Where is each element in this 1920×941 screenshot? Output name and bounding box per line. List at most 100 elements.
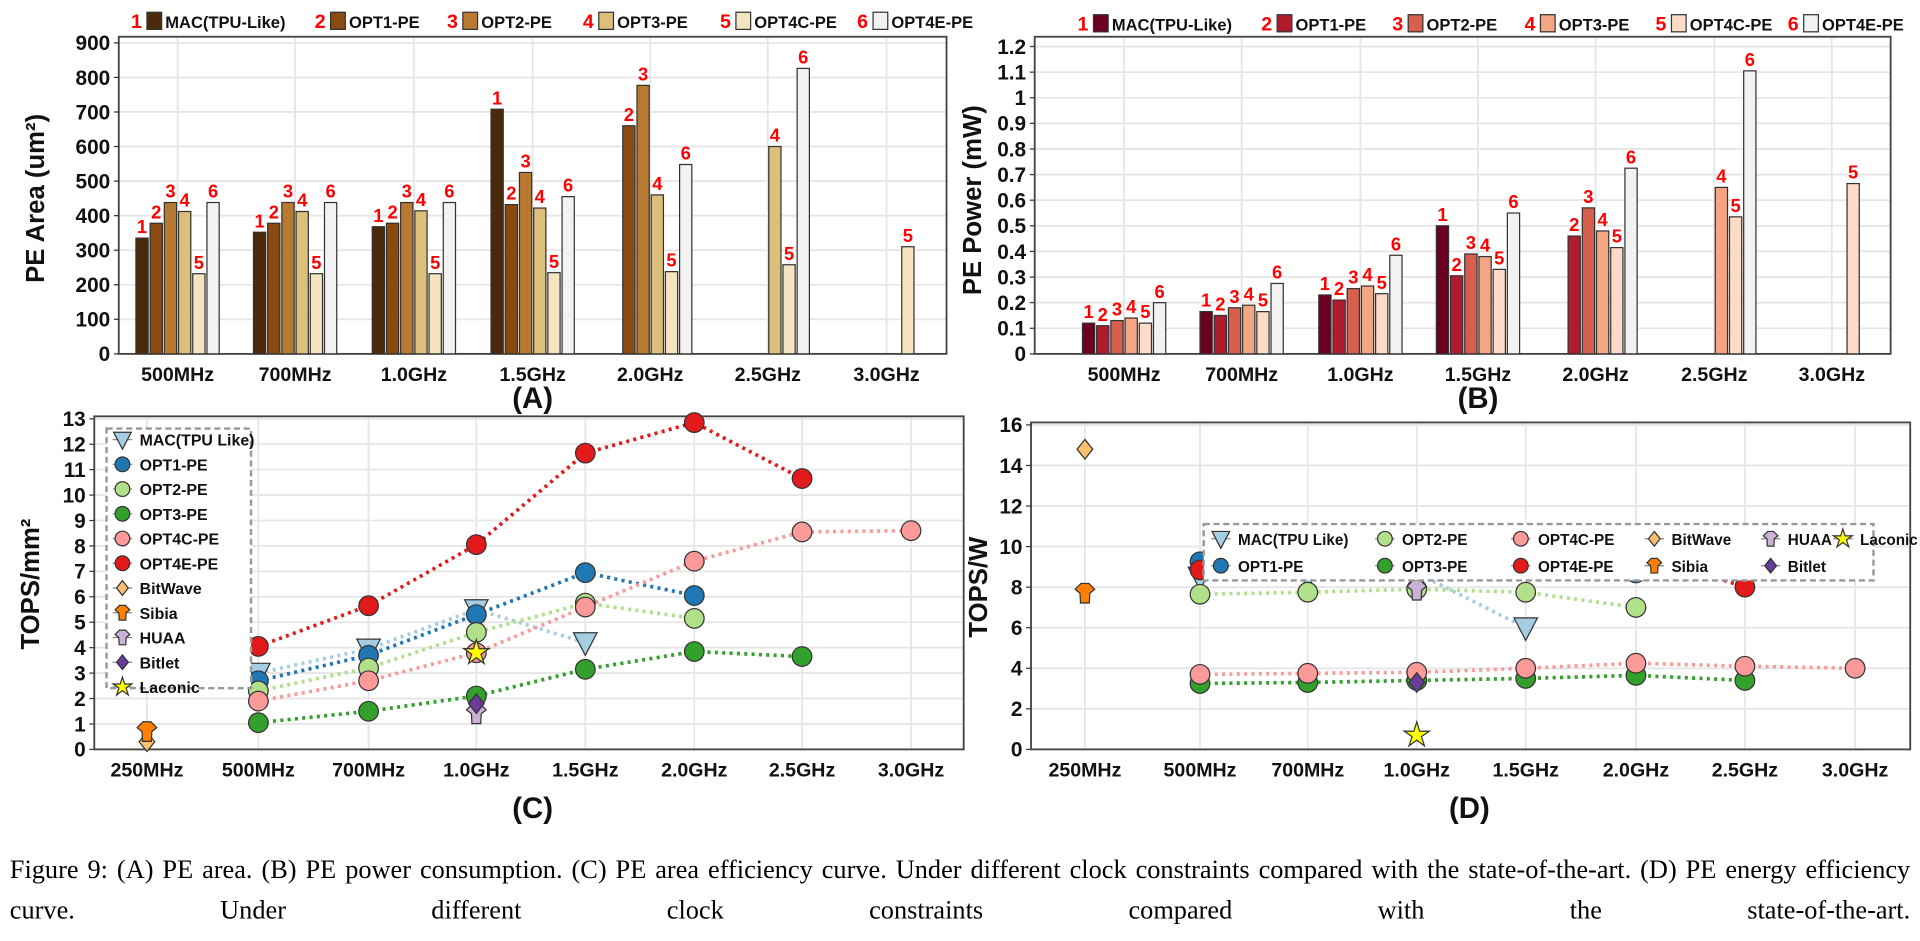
y-tick-label: 1: [74, 713, 86, 736]
legend-marker-opt3-pe: [114, 505, 131, 522]
bar-opt4c-pe: [1256, 311, 1270, 355]
bar-opt4e-pe: [1389, 254, 1403, 355]
legend-label: BitWave: [140, 581, 202, 598]
bar-opt4c-pe: [1846, 182, 1860, 355]
y-axis-label: PE Power (mW): [959, 105, 987, 295]
legend-label: OPT2-PE: [140, 482, 208, 499]
legend-number: 3: [447, 11, 458, 33]
bar-label: 5: [194, 252, 204, 273]
legend-number: 2: [1261, 14, 1272, 36]
bar-mac-tpu-like: [1081, 322, 1096, 355]
point-opt2-pe: [1515, 581, 1537, 603]
y-tick-label: 400: [76, 205, 111, 228]
bar-label: 4: [416, 189, 427, 210]
bar-opt2-pe: [163, 201, 178, 355]
point-mac-tpu-like: [572, 632, 599, 657]
bar-label: 1: [137, 216, 147, 237]
bar-label: 5: [1494, 247, 1504, 268]
y-tick-label: 800: [76, 67, 111, 90]
y-tick-label: 2: [1011, 698, 1023, 721]
bar-opt4c-pe: [1610, 246, 1624, 355]
x-tick-label: 700MHz: [332, 759, 405, 781]
bar-opt3-pe: [1242, 304, 1256, 355]
bar-opt4e-pe: [323, 201, 338, 355]
y-tick-label: 0: [74, 739, 86, 762]
y-tick-label: 100: [76, 309, 111, 332]
y-tick-label: 7: [74, 561, 86, 584]
legend-marker-opt4c-pe: [1512, 530, 1529, 547]
x-tick-label: 250MHz: [1048, 759, 1121, 781]
bar-label: 3: [1466, 232, 1476, 253]
x-tick-label: 2.5GHz: [1712, 759, 1779, 781]
point-mac-tpu-like: [1512, 617, 1539, 642]
legend-number: 5: [1656, 14, 1667, 36]
y-tick-label: 0: [99, 343, 111, 366]
y-tick-label: 900: [76, 32, 111, 55]
legend-label: MAC(TPU Like): [140, 433, 255, 450]
bar-label: 5: [666, 250, 676, 271]
bar-label: 4: [1244, 283, 1255, 304]
bar-opt1-pe: [504, 203, 519, 355]
point-opt3-pe: [247, 712, 269, 734]
legend-label: OPT3-PE: [1402, 559, 1467, 576]
legend-label: OPT4C-PE: [754, 13, 837, 32]
legend-marker-opt2-pe: [1376, 530, 1393, 547]
y-tick-label: 0.7: [997, 164, 1026, 187]
legend-label: MAC(TPU Like): [1238, 532, 1348, 549]
legend-swatch: [598, 11, 615, 31]
x-tick-label: 500MHz: [1164, 759, 1237, 781]
point-opt2-pe: [1297, 581, 1319, 603]
bar-label: 6: [563, 175, 573, 196]
bar-label: 6: [326, 181, 336, 202]
point-opt4c-pe: [1297, 662, 1319, 684]
bar-opt4c-pe: [1728, 216, 1743, 355]
plot-frame: [117, 35, 948, 355]
legend-label: OPT2-PE: [1402, 532, 1467, 549]
bar-label: 5: [1730, 195, 1740, 216]
x-tick-label: 2.5GHz: [735, 364, 802, 386]
bar-mac-tpu-like: [1318, 294, 1332, 355]
legend-marker-opt2-pe: [114, 481, 131, 498]
legend-marker-bitwave: [115, 579, 130, 597]
x-tick-label: 700MHz: [1205, 364, 1278, 386]
point-bitwave: [1076, 438, 1094, 461]
x-tick-label: 3.0GHz: [853, 364, 920, 386]
bar-opt3-pe: [533, 207, 547, 355]
point-opt4c-pe: [574, 596, 596, 618]
bar-label: 5: [1612, 226, 1622, 247]
legend-number: 1: [131, 11, 142, 33]
legend-label: OPT1-PE: [349, 13, 420, 32]
legend-label: HUAA: [140, 631, 186, 648]
point-sibia: [136, 721, 158, 742]
point-opt4c-pe: [247, 690, 269, 712]
bar-label: 3: [402, 181, 412, 202]
bar-label: 5: [1377, 272, 1387, 293]
point-laconic: [461, 637, 491, 666]
y-tick-label: 0.1: [997, 318, 1026, 341]
y-tick-label: 0.4: [997, 241, 1026, 264]
legend-box: [1202, 522, 1875, 582]
bar-opt2-pe: [518, 171, 533, 355]
legend-label: Sibia: [140, 606, 178, 623]
x-tick-label: 2.5GHz: [769, 759, 836, 781]
legend-label: BitWave: [1671, 532, 1731, 549]
bar-opt3-pe: [414, 210, 428, 355]
bar-label: 5: [311, 252, 321, 273]
y-tick-label: 600: [76, 136, 111, 159]
bar-label: 5: [903, 225, 913, 246]
legend-number: 6: [857, 11, 868, 33]
legend-label: Laconic: [140, 680, 200, 697]
legend-marker-huaa: [1762, 530, 1779, 547]
bar-mac-tpu-like: [1199, 311, 1213, 355]
bar-opt4e-pe: [1152, 302, 1167, 355]
x-tick-label: 2.0GHz: [617, 364, 684, 386]
bar-opt4e-pe: [561, 196, 575, 355]
bar-label: 4: [1126, 296, 1137, 317]
x-tick-label: 1.5GHz: [499, 364, 566, 386]
panel-label: (A): [512, 382, 553, 415]
y-axis-label: TOPS/mm²: [17, 518, 45, 649]
panel-label: (B): [1458, 382, 1499, 415]
point-opt1-pe: [683, 585, 705, 606]
x-tick-label: 2.0GHz: [661, 759, 728, 781]
